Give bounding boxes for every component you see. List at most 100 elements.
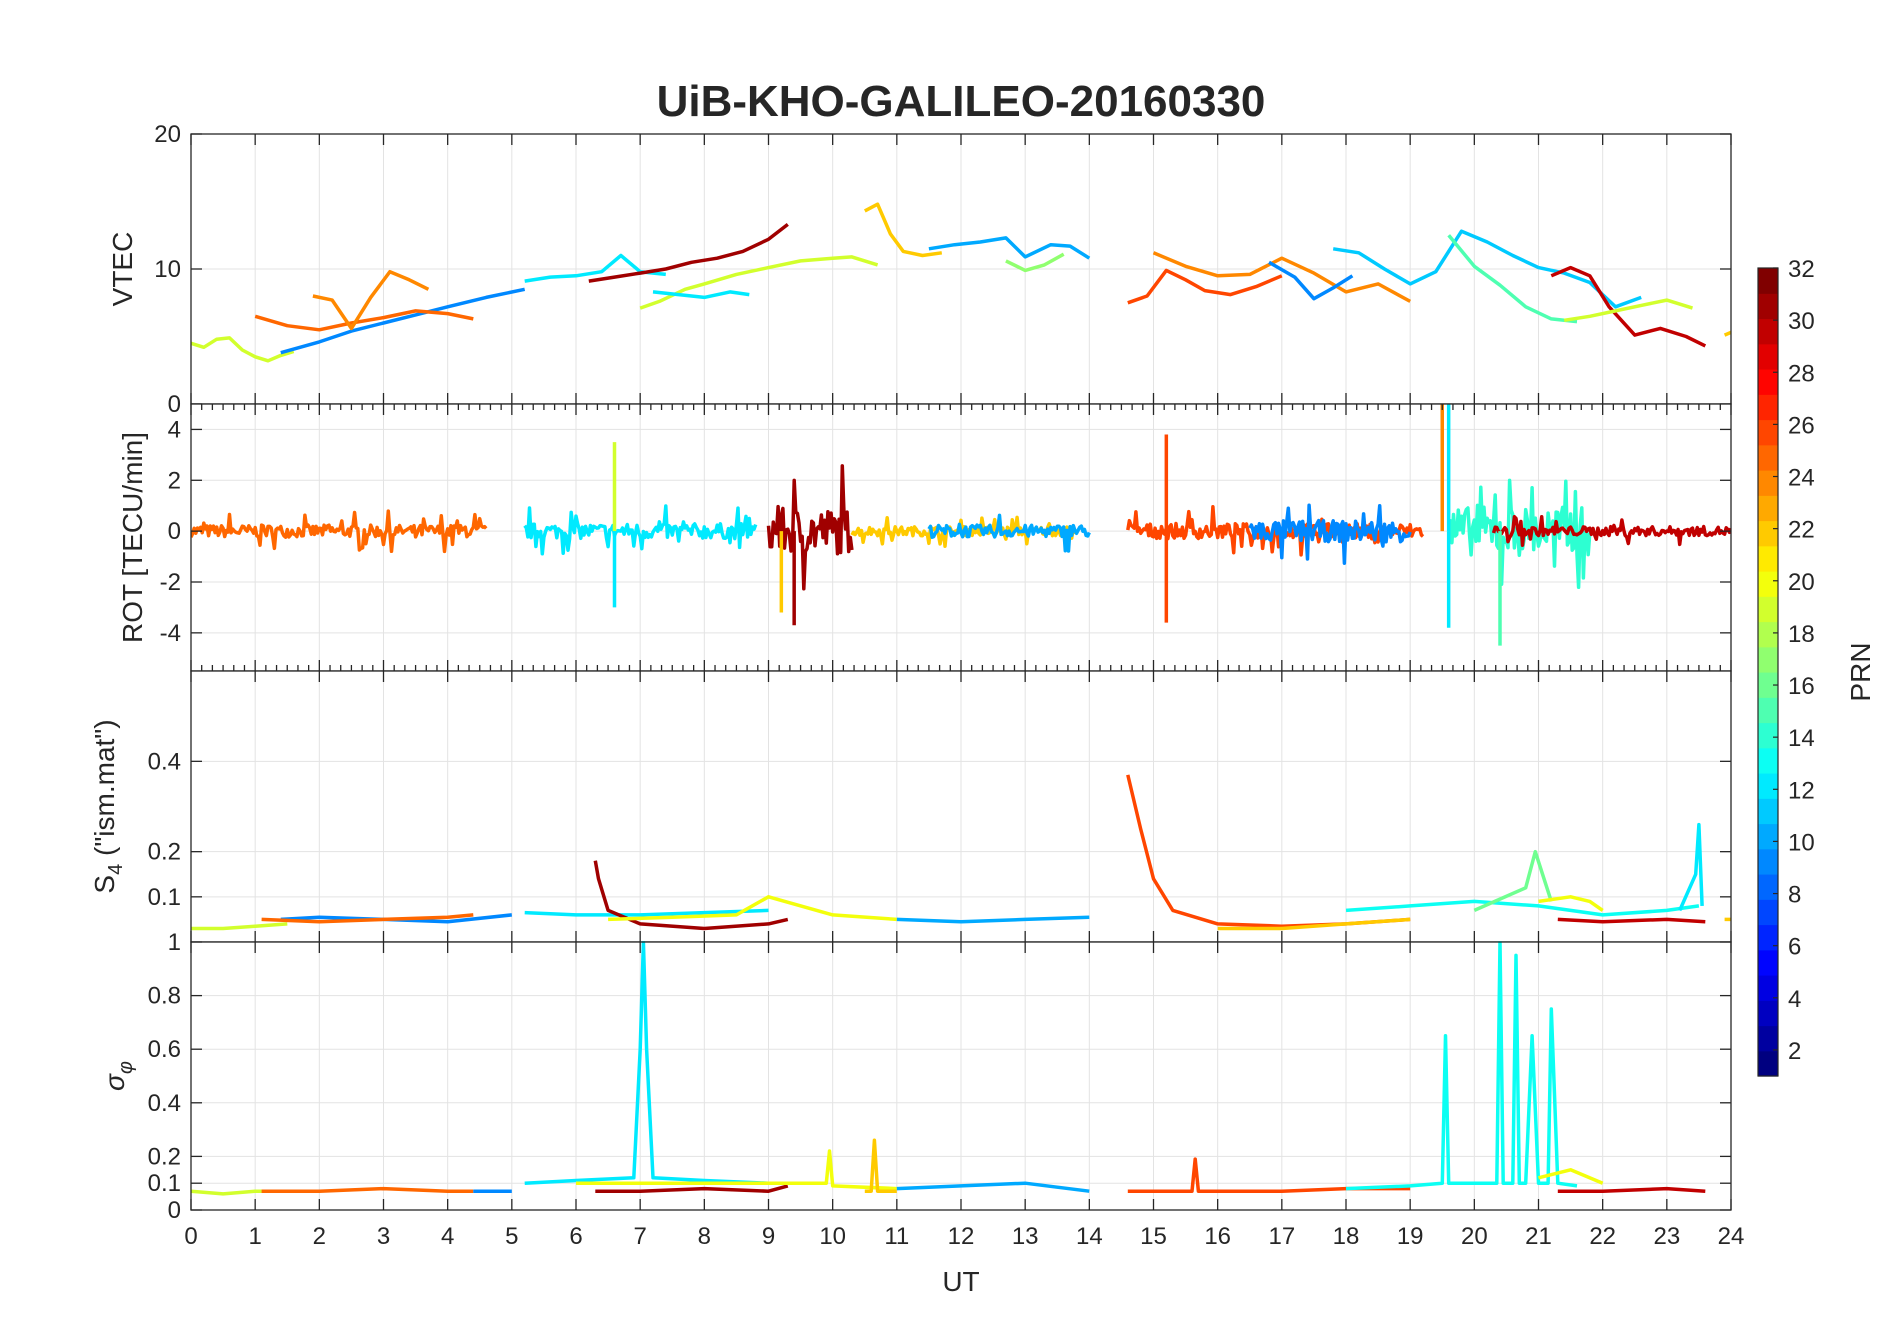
series-line-prn-30 [1491, 515, 1731, 547]
colorbar-segment [1758, 343, 1778, 370]
y-tick-label: 0 [168, 518, 181, 545]
x-axis-label: UT [942, 1266, 979, 1297]
x-tick-label: 21 [1525, 1223, 1552, 1250]
colorbar-segment [1758, 621, 1778, 648]
colorbar-tick-label: 10 [1788, 829, 1815, 856]
series-line-prn-30 [1557, 1186, 1706, 1193]
colorbar-tick-label: 8 [1788, 882, 1801, 909]
series-line-prn-22 [864, 1138, 897, 1193]
series-group [191, 404, 1731, 646]
series-line-prn-12 [652, 290, 750, 300]
colorbar-label: PRN [1845, 642, 1876, 701]
series-line-prn-31 [766, 464, 854, 591]
colorbar-segment [1758, 520, 1778, 547]
colorbar-segment [1758, 823, 1778, 850]
x-tick-label: 19 [1397, 1223, 1424, 1250]
series-line-prn-15 [1447, 234, 1578, 324]
series-line-prn-12 [1678, 822, 1704, 912]
y-tick-label: 0 [168, 391, 181, 418]
panel-rot: -4 -2 0 2 4 ROT [TECU/min] [117, 403, 1732, 672]
colorbar-segment [1758, 975, 1778, 1001]
x-tick-label: 0 [184, 1223, 197, 1250]
colorbar-segment [1758, 1025, 1778, 1052]
series-line-prn-25 [261, 913, 474, 924]
x-tick-label: 1 [248, 1223, 261, 1250]
x-tick-label: 7 [633, 1223, 646, 1250]
series-line-prn-12 [524, 908, 769, 917]
colorbar-tick-label: 20 [1788, 569, 1815, 596]
y-axis-label: σφ [99, 1061, 137, 1091]
series-line-prn-20 [1538, 895, 1604, 912]
colorbar-tick-label: 12 [1788, 777, 1815, 804]
y-tick-label: -2 [160, 569, 181, 596]
series-line-prn-16 [1473, 849, 1553, 913]
series-line-prn-10 [927, 513, 1091, 553]
colorbar-segment [1758, 1000, 1778, 1027]
series-line-prn-19 [1563, 298, 1694, 323]
axes [190, 941, 1732, 1211]
colorbar-segment [1758, 495, 1778, 522]
series-line-prn-9 [1268, 260, 1354, 301]
series-group [191, 774, 1731, 931]
colorbar-segment [1758, 747, 1778, 774]
series-line-prn-10 [896, 915, 1090, 924]
series-line-prn-25 [254, 309, 474, 332]
colorbar-segment [1758, 596, 1778, 623]
x-tick-label: 4 [441, 1223, 454, 1250]
y-tick-label: 0.2 [148, 839, 181, 866]
colorbar-tick-label: 30 [1788, 308, 1815, 335]
series-line-prn-19 [191, 922, 288, 931]
colorbar-segment [1758, 697, 1778, 724]
colorbar-segment [1758, 444, 1778, 471]
colorbar-tick-label: 16 [1788, 673, 1815, 700]
y-tick-label: -4 [160, 620, 181, 647]
colorbar-segment [1758, 672, 1778, 698]
colorbar-tick-label: 28 [1788, 360, 1815, 387]
series-line-prn-19 [191, 336, 295, 363]
colorbar-segment [1758, 874, 1778, 900]
x-tick-label: 17 [1268, 1223, 1295, 1250]
colorbar-segment [1758, 318, 1778, 345]
series-line-prn-20 [608, 895, 897, 922]
panel-s4: 0.1 0.2 0.4 S4 ("ism.mat") [89, 670, 1732, 943]
colorbar-segment [1758, 545, 1778, 572]
colorbar-segment [1758, 899, 1778, 926]
y-axis-label: ROT [TECU/min] [117, 432, 148, 643]
colorbar-segment [1758, 798, 1778, 825]
x-tick-label: 6 [569, 1223, 582, 1250]
colorbar-segment [1758, 419, 1778, 446]
colorbar-segment [1758, 773, 1778, 799]
series-line-prn-31 [588, 223, 789, 283]
series-line-prn-24 [312, 269, 430, 331]
colorbar-tick-label: 32 [1788, 256, 1815, 283]
y-tick-label: 0.6 [148, 1036, 181, 1063]
y-tick-label: 2 [168, 467, 181, 494]
y-tick-label: 0.4 [148, 1090, 181, 1117]
y-tick-label: 0.1 [148, 884, 181, 911]
y-tick-label: 0 [168, 1197, 181, 1224]
y-tick-label: 4 [168, 416, 181, 443]
x-tick-label: 5 [505, 1223, 518, 1250]
y-tick-label: 1 [168, 929, 181, 956]
colorbar-segment [1758, 924, 1778, 951]
series-line-prn-13 [1345, 899, 1700, 917]
colorbar-tick-label: 24 [1788, 465, 1815, 492]
colorbar-tick-label: 22 [1788, 517, 1815, 544]
colorbar-segment [1758, 394, 1778, 421]
x-tick-label: 2 [313, 1223, 326, 1250]
y-tick-label: 20 [154, 121, 181, 148]
series-line-prn-20 [1538, 1168, 1604, 1185]
x-tick-label: 22 [1589, 1223, 1616, 1250]
colorbar-tick-label: 14 [1788, 725, 1815, 752]
series-line-prn-25 [191, 509, 488, 554]
colorbar-tick-label: 4 [1788, 986, 1801, 1013]
series-line-prn-30 [1557, 917, 1706, 924]
colorbar-tick-label: 18 [1788, 621, 1815, 648]
series-line-prn-20 [576, 1149, 897, 1191]
x-tick-label: 9 [762, 1223, 775, 1250]
x-tick-label: 15 [1140, 1223, 1167, 1250]
x-tick-label: 3 [377, 1223, 390, 1250]
